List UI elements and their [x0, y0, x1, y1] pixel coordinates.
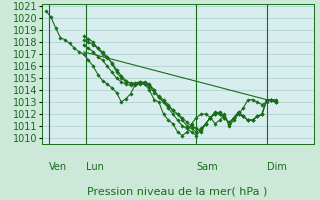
- Text: Lun: Lun: [86, 162, 104, 172]
- Text: Dim: Dim: [267, 162, 287, 172]
- Text: Pression niveau de la mer( hPa ): Pression niveau de la mer( hPa ): [87, 186, 268, 196]
- Text: Ven: Ven: [49, 162, 67, 172]
- Text: Sam: Sam: [196, 162, 218, 172]
